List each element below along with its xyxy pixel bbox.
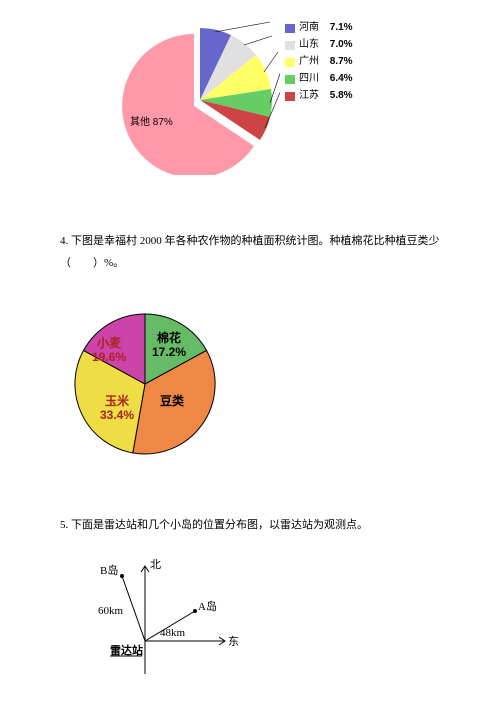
radar-diagram: 北 东 雷达站 A岛 48km B岛 60km	[80, 556, 260, 686]
b-island: B岛	[100, 563, 118, 577]
axis-east: 东	[228, 635, 239, 648]
axis-north: 北	[150, 558, 161, 571]
a-dist: 48km	[160, 627, 186, 639]
lbl-cotton-pct: 17.2%	[152, 345, 186, 359]
pie1-svg	[120, 15, 280, 175]
question-4: 4. 下图是幸福村 2000 年各种农作物的种植面积统计图。种植棉花比种植豆类少…	[60, 230, 440, 274]
lg-jiangsu: 江苏	[299, 88, 319, 104]
provinces-pie-chart: 河南 7.1% 山东 7.0% 广州 8.7% 四川 6.4% 江苏 5.8% …	[120, 15, 380, 180]
q5-text: 5. 下面是雷达站和几个小岛的位置分布图，以雷达站为观测点。	[60, 514, 440, 536]
crops-pie-chart: 棉花 17.2% 豆类 玉米 33.4% 小麦 19.6%	[60, 299, 230, 469]
lg-guangzhou: 广州	[299, 54, 319, 70]
lbl-corn-pct: 33.4%	[100, 408, 134, 422]
lg-sichuan: 四川	[299, 71, 319, 87]
lbl-wheat-pct: 19.6%	[92, 350, 126, 364]
q4-line1: 4. 下图是幸福村 2000 年各种农作物的种植面积统计图。种植棉花比种植豆类少	[60, 230, 440, 252]
lbl-bean: 豆类	[160, 394, 184, 408]
lg-shandong: 山东	[299, 37, 319, 53]
lbl-wheat: 小麦	[92, 336, 126, 350]
lg-henan: 河南	[299, 20, 319, 36]
pie1-legend: 河南 7.1% 山东 7.0% 广州 8.7% 四川 6.4% 江苏 5.8%	[285, 20, 353, 105]
pie1-other-label: 其他 87%	[130, 113, 173, 128]
station-label: 雷达站	[110, 643, 143, 657]
lbl-corn: 玉米	[100, 394, 134, 408]
a-island: A岛	[198, 599, 217, 613]
pie2-svg	[60, 299, 230, 469]
lbl-cotton: 棉花	[152, 331, 186, 345]
q4-line2: （ ）%。	[60, 252, 440, 274]
b-dist: 60km	[98, 605, 124, 617]
question-5: 5. 下面是雷达站和几个小岛的位置分布图，以雷达站为观测点。	[60, 514, 440, 536]
radar-svg: 北 东 雷达站 A岛 48km B岛 60km	[80, 556, 260, 686]
